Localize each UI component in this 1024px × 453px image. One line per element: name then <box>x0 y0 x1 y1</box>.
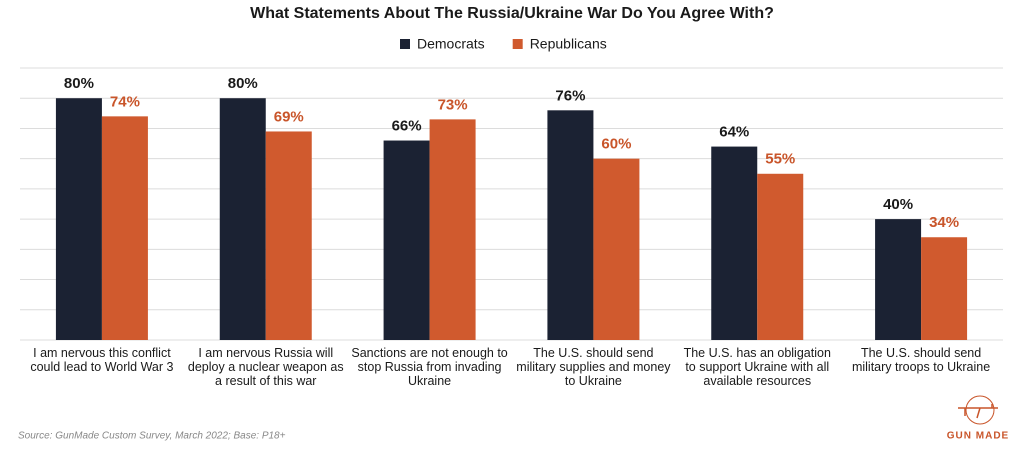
legend-swatch <box>512 39 523 49</box>
x-tick-label: I am nervous this conflict could lead to… <box>30 346 174 374</box>
data-label: 34% <box>929 214 959 231</box>
data-label: 80% <box>64 75 94 92</box>
source-note: Source: GunMade Custom Survey, March 202… <box>18 431 286 442</box>
bar <box>101 116 148 340</box>
data-label: 73% <box>438 96 468 113</box>
bar <box>875 219 922 340</box>
legend-label: Democrats <box>417 36 485 52</box>
x-tick-label: The U.S. has an obligation to support Uk… <box>683 346 831 388</box>
data-label: 76% <box>555 87 585 104</box>
x-tick-label: I am nervous Russia will deploy a nuclea… <box>187 346 344 388</box>
legend-swatch <box>400 39 410 49</box>
x-tick-label: The U.S. should send military troops to … <box>851 346 991 374</box>
bar <box>547 110 594 340</box>
bar <box>429 119 476 340</box>
bar <box>921 237 968 340</box>
bar <box>593 158 640 340</box>
data-label: 69% <box>274 108 304 125</box>
bar <box>265 131 312 340</box>
bar <box>55 98 102 340</box>
data-label: 40% <box>883 196 913 213</box>
x-tick-label: The U.S. should send military supplies a… <box>516 346 671 388</box>
chart-title: What Statements About The Russia/Ukraine… <box>250 5 774 22</box>
bar <box>711 146 758 340</box>
data-label: 64% <box>719 124 749 141</box>
x-tick-label: Sanctions are not enough to stop Russia … <box>351 346 508 388</box>
data-label: 55% <box>765 151 795 168</box>
logo-text: GUN MADE <box>947 431 1009 442</box>
data-label: 80% <box>228 75 258 92</box>
data-label: 66% <box>392 118 422 135</box>
bar <box>383 140 430 340</box>
logo-icon <box>958 395 998 425</box>
data-label: 60% <box>601 136 631 153</box>
bar <box>757 173 804 340</box>
data-label: 74% <box>110 93 140 110</box>
legend-label: Republicans <box>530 36 607 52</box>
bar <box>219 98 266 340</box>
